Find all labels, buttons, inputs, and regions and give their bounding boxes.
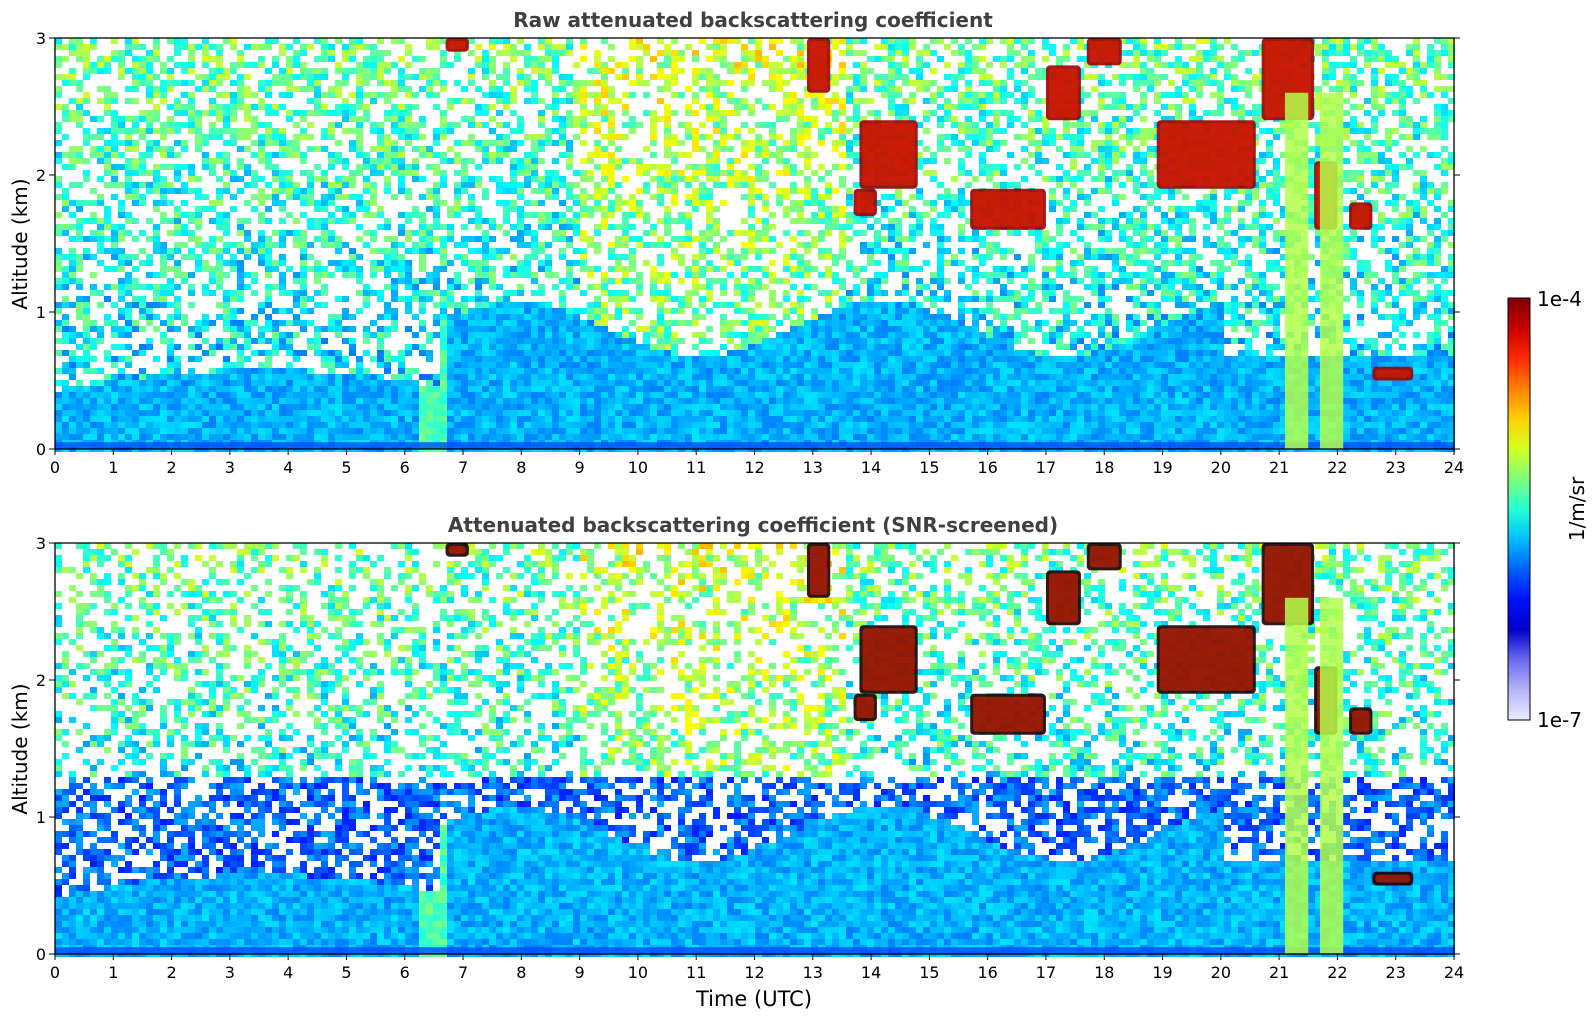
y-tick-label: 1: [36, 808, 46, 827]
colorbar-max-label: 1e-4: [1537, 287, 1582, 311]
x-tick-label: 2: [166, 963, 176, 982]
y-tick-label: 0: [36, 945, 46, 964]
x-axis-screened: 0 1 2 3 4 5 6 7 8 9 10 11 12 13 14 15 16 17 18 19 20 21 22 23 24: [50, 954, 1464, 982]
x-tick-label: 6: [400, 963, 410, 982]
x-tick-label: 13: [803, 963, 823, 982]
precip-plume-0: [1284, 92, 1309, 450]
x-tick-label: 23: [1386, 963, 1406, 982]
x-tick-label: 1: [108, 458, 118, 477]
x-tick-label: 14: [861, 458, 881, 477]
x-tick-label: 16: [977, 963, 997, 982]
x-tick-label: 10: [628, 963, 648, 982]
panel-raw: Raw attenuated backscattering coefficien…: [8, 8, 1464, 477]
precip-plume-1: [1319, 92, 1344, 450]
y-tick-label: 0: [36, 440, 46, 459]
y-axis-label-screened: Altitude (km): [8, 683, 32, 814]
panel-raw-title: Raw attenuated backscattering coefficien…: [513, 8, 993, 32]
x-tick-label: 15: [919, 458, 939, 477]
y-tick-label: 2: [36, 671, 46, 690]
x-tick-label: 4: [283, 963, 293, 982]
x-tick-label: 12: [744, 963, 764, 982]
y-tick-label: 3: [36, 29, 46, 48]
x-tick-label: 21: [1269, 963, 1289, 982]
x-tick-label: 7: [458, 458, 468, 477]
y-tick-label: 2: [36, 166, 46, 185]
x-tick-label: 3: [225, 458, 235, 477]
y-axis-label-raw: Altitude (km): [8, 178, 32, 309]
x-tick-label: 9: [575, 963, 585, 982]
colorbar-gradient: [1507, 297, 1531, 721]
x-tick-label: 17: [1036, 458, 1056, 477]
x-tick-label: 3: [225, 963, 235, 982]
x-tick-label: 0: [50, 458, 60, 477]
panel-screened-title: Attenuated backscattering coefficient (S…: [448, 513, 1058, 537]
x-tick-label: 6: [400, 458, 410, 477]
y-axis-screened: 0 1 2 3: [36, 534, 1460, 964]
y-tick-label: 1: [36, 303, 46, 322]
x-tick-label: 10: [628, 458, 648, 477]
x-tick-label: 11: [686, 458, 706, 477]
x-tick-label: 19: [1152, 963, 1172, 982]
panel-screened: Attenuated backscattering coefficient (S…: [8, 513, 1464, 1011]
x-tick-label: 24: [1444, 963, 1464, 982]
x-tick-label: 15: [919, 963, 939, 982]
x-tick-label: 21: [1269, 458, 1289, 477]
plot-area-raw: [55, 38, 1455, 452]
x-tick-label: 22: [1327, 458, 1347, 477]
y-axis-raw: 0 1 2 3: [36, 29, 1460, 459]
x-tick-label: 5: [341, 963, 351, 982]
x-tick-label: 20: [1211, 458, 1231, 477]
x-axis-raw: 0 1 2 3 4 5 6 7 8 9 10 11 12 13 14 15 16 17 18 19 20 21 22 23 24: [50, 449, 1464, 477]
x-tick-label: 1: [108, 963, 118, 982]
x-tick-label: 22: [1327, 963, 1347, 982]
x-tick-label: 13: [803, 458, 823, 477]
precip-plume-0: [1284, 597, 1309, 954]
x-tick-label: 7: [458, 963, 468, 982]
x-tick-label: 11: [686, 963, 706, 982]
x-tick-label: 12: [744, 458, 764, 477]
precip-plume-1: [1319, 597, 1344, 954]
x-tick-label: 5: [341, 458, 351, 477]
x-axis-label: Time (UTC): [695, 987, 812, 1011]
x-tick-label: 0: [50, 963, 60, 982]
x-tick-label: 23: [1386, 458, 1406, 477]
x-tick-label: 20: [1211, 963, 1231, 982]
x-tick-label: 16: [977, 458, 997, 477]
x-tick-label: 8: [516, 458, 526, 477]
x-tick-label: 8: [516, 963, 526, 982]
x-tick-label: 18: [1094, 963, 1114, 982]
x-tick-label: 9: [575, 458, 585, 477]
x-tick-label: 2: [166, 458, 176, 477]
colorbar: 1e-4 1e-7 1/m/sr: [1507, 287, 1589, 732]
colorbar-unit-label: 1/m/sr: [1565, 476, 1589, 541]
plot-area-screened: [55, 543, 1455, 957]
x-tick-label: 18: [1094, 458, 1114, 477]
x-tick-label: 14: [861, 963, 881, 982]
x-tick-label: 24: [1444, 458, 1464, 477]
x-tick-label: 4: [283, 458, 293, 477]
x-tick-label: 19: [1152, 458, 1172, 477]
x-tick-label: 17: [1036, 963, 1056, 982]
y-tick-label: 3: [36, 534, 46, 553]
colorbar-min-label: 1e-7: [1537, 708, 1582, 732]
